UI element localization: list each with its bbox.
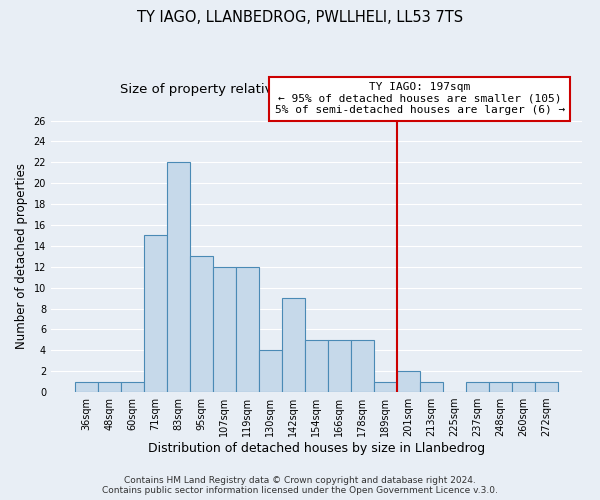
- Bar: [397, 371, 420, 392]
- Bar: [121, 382, 144, 392]
- Bar: [328, 340, 351, 392]
- Bar: [167, 162, 190, 392]
- Bar: [305, 340, 328, 392]
- Bar: [259, 350, 282, 392]
- Bar: [351, 340, 374, 392]
- X-axis label: Distribution of detached houses by size in Llanbedrog: Distribution of detached houses by size …: [148, 442, 485, 455]
- Bar: [466, 382, 489, 392]
- Bar: [535, 382, 557, 392]
- Bar: [420, 382, 443, 392]
- Bar: [213, 267, 236, 392]
- Bar: [512, 382, 535, 392]
- Bar: [374, 382, 397, 392]
- Bar: [75, 382, 98, 392]
- Title: Size of property relative to detached houses in Llanbedrog: Size of property relative to detached ho…: [120, 83, 512, 96]
- Bar: [98, 382, 121, 392]
- Y-axis label: Number of detached properties: Number of detached properties: [15, 164, 28, 350]
- Bar: [489, 382, 512, 392]
- Bar: [190, 256, 213, 392]
- Bar: [282, 298, 305, 392]
- Bar: [236, 267, 259, 392]
- Text: TY IAGO, LLANBEDROG, PWLLHELI, LL53 7TS: TY IAGO, LLANBEDROG, PWLLHELI, LL53 7TS: [137, 10, 463, 25]
- Text: TY IAGO: 197sqm
← 95% of detached houses are smaller (105)
5% of semi-detached h: TY IAGO: 197sqm ← 95% of detached houses…: [275, 82, 565, 116]
- Bar: [144, 236, 167, 392]
- Text: Contains HM Land Registry data © Crown copyright and database right 2024.
Contai: Contains HM Land Registry data © Crown c…: [102, 476, 498, 495]
